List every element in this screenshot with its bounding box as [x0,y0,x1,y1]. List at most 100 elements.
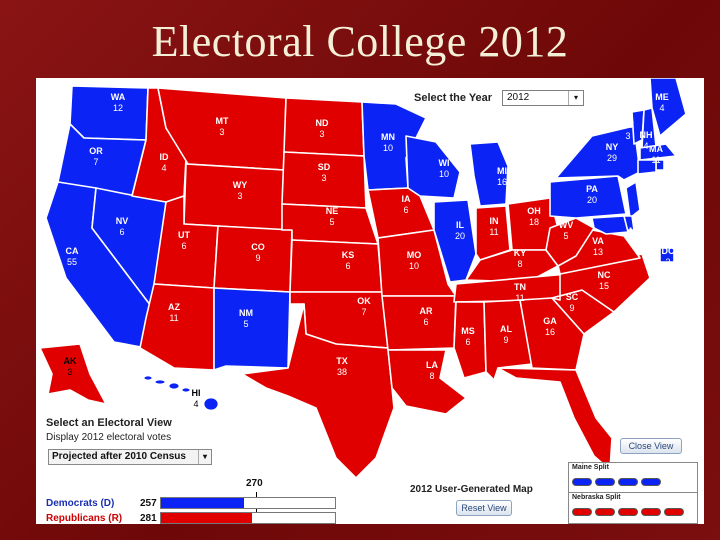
state-mi[interactable] [469,141,509,207]
year-dropdown[interactable]: 2012 ▾ [502,90,584,106]
state-abbr: MT [215,116,229,126]
state-wi[interactable] [405,135,461,199]
close-view-button[interactable]: Close View [620,438,682,454]
state-label-ct: CT 7 [644,170,668,192]
state-electoral-votes: 4 [193,399,199,409]
state-electoral-votes: 10 [408,261,419,271]
state-label-tn: TN 11 [508,282,532,304]
state-abbr: NM [239,308,253,318]
state-abbr: SC [565,292,579,302]
state-hi[interactable] [143,375,219,411]
maine-district-4[interactable] [641,478,661,486]
state-abbr: WI [438,158,450,168]
nebraska-district-4[interactable] [641,508,661,516]
state-abbr: IA [401,194,411,204]
state-ms[interactable] [453,301,487,379]
state-electoral-votes: 10 [382,143,393,153]
state-label-ne: NE 5 [320,206,344,228]
user-generated-map-title: 2012 User-Generated Map [410,484,533,495]
nebraska-split-panel: Nebraska Split [568,492,698,524]
state-electoral-votes: 14 [644,199,655,209]
state-abbr: FL [588,380,600,390]
state-abbr: PA [586,184,598,194]
state-nc[interactable] [551,253,651,313]
nebraska-district-5[interactable] [664,508,684,516]
state-abbr: NE [325,206,339,216]
state-electoral-votes: 7 [93,157,99,167]
state-label-mi: MI 16 [490,166,514,188]
state-abbr: CO [251,242,265,252]
nebraska-district-1[interactable] [572,508,592,516]
electoral-view-dropdown[interactable]: Projected after 2010 Census ▾ [48,449,212,465]
state-electoral-votes: 4 [161,163,167,173]
state-label-ny: NY 29 [600,142,624,164]
state-label-pa: PA 20 [580,184,604,206]
state-ma[interactable] [639,143,677,161]
state-electoral-votes: 5 [563,231,569,241]
state-electoral-votes: 55 [66,257,77,267]
state-nm[interactable] [213,287,291,371]
nebraska-district-2[interactable] [595,508,615,516]
state-abbr: TN [514,282,526,292]
state-ak[interactable] [39,343,107,405]
state-abbr: DC [661,246,675,256]
state-electoral-votes: 29 [588,391,599,401]
state-label-mt: MT 3 [210,116,234,138]
state-label-wy: WY 3 [228,180,252,202]
maine-district-2[interactable] [595,478,615,486]
state-electoral-votes: 3 [319,129,325,139]
state-electoral-votes: 7 [653,181,659,191]
state-mo[interactable] [377,229,457,297]
nebraska-district-3[interactable] [618,508,638,516]
state-la[interactable] [387,349,467,415]
state-abbr: KY [513,248,527,258]
state-label-ok: OK 7 [352,296,376,318]
state-label-nc: NC 15 [592,270,616,292]
state-md[interactable] [591,215,629,235]
state-electoral-votes: 3 [625,131,631,141]
state-label-dc: DC 3 [656,246,680,268]
state-abbr: OH [527,206,541,216]
state-tx[interactable] [241,303,395,479]
state-nj[interactable] [625,181,641,219]
state-electoral-votes: 11 [489,227,499,237]
state-label-md: MD 10 [624,226,648,248]
state-abbr: LA [426,360,438,370]
slide-title: Electoral College 2012 [151,17,569,66]
state-label-mo: MO 10 [402,250,426,272]
state-label-ak: AK 3 [58,356,82,378]
state-ia[interactable] [367,187,435,239]
chevron-down-icon: ▾ [198,450,211,464]
state-label-nm: NM 5 [234,308,258,330]
state-electoral-votes: 5 [329,217,335,227]
state-label-va: VA 13 [586,236,610,258]
state-label-nh: NH 4 [634,130,658,152]
state-abbr: VA [592,236,604,246]
state-abbr: WA [110,92,126,102]
state-abbr: SD [317,162,331,172]
state-ct[interactable] [637,159,657,175]
state-dc[interactable] [659,247,675,263]
state-abbr: ME [655,92,669,102]
state-label-mn: MN 10 [376,132,400,154]
state-label-sc: SC 9 [560,292,584,314]
state-abbr: NV [115,216,129,226]
reset-view-button[interactable]: Reset View [456,500,512,516]
republicans-bar [160,512,336,524]
maine-district-1[interactable] [572,478,592,486]
year-dropdown-value: 2012 [507,92,530,103]
state-electoral-votes: 4 [643,141,649,151]
state-me[interactable] [649,78,687,137]
state-electoral-votes: 5 [243,319,249,329]
maine-district-3[interactable] [618,478,638,486]
state-abbr: WY [232,180,248,190]
state-label-ky: KY 8 [508,248,532,270]
state-abbr: IN [489,216,499,226]
state-az[interactable] [139,283,215,371]
state-label-co: CO 9 [246,242,270,264]
state-electoral-votes: 3 [219,127,225,137]
state-electoral-votes: 12 [112,103,123,113]
state-abbr: OR [89,146,103,156]
state-abbr: NH [639,130,653,140]
state-abbr: MI [497,166,507,176]
